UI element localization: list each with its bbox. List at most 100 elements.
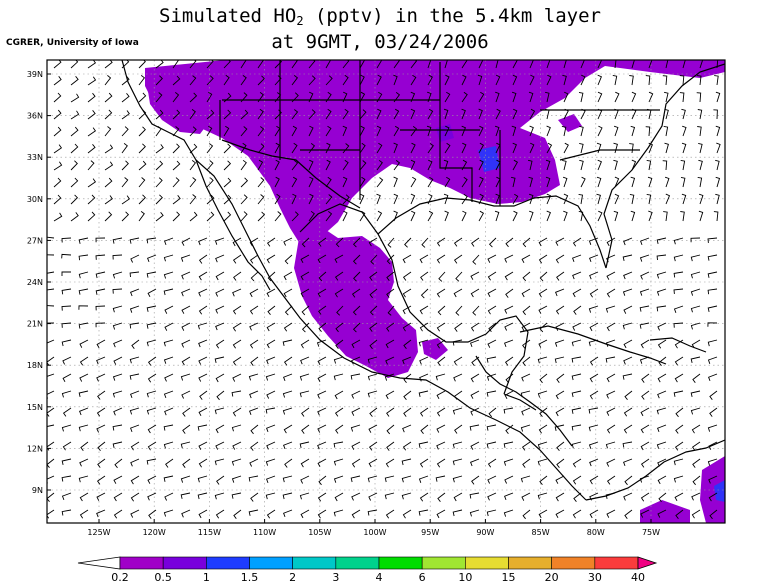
wind-barb <box>121 110 130 120</box>
wind-barb <box>427 91 432 103</box>
wind-barb <box>317 356 327 366</box>
wind-barb <box>240 177 249 188</box>
wind-barb <box>555 305 565 315</box>
wind-barb <box>623 492 633 501</box>
wind-barb <box>520 390 531 398</box>
wind-barb <box>715 176 721 188</box>
wind-barb <box>62 373 72 383</box>
wind-barb <box>53 76 62 86</box>
wind-barb <box>537 492 548 500</box>
wind-barb <box>291 125 298 137</box>
wind-barb <box>436 237 446 247</box>
wind-barb <box>257 194 265 205</box>
lat-tick-label: 18N <box>27 361 43 370</box>
wind-barb <box>444 210 449 222</box>
wind-barb <box>589 458 599 467</box>
wind-barb <box>461 74 467 86</box>
wind-barb <box>520 475 531 483</box>
wind-barb <box>538 254 548 264</box>
wind-barb <box>291 211 299 222</box>
wind-barb <box>656 407 667 415</box>
wind-barb <box>130 458 140 467</box>
wind-barb <box>452 458 463 466</box>
wind-barb <box>351 390 361 399</box>
wind-barb <box>87 60 97 69</box>
wind-barb <box>266 441 276 450</box>
wind-barb <box>571 424 582 431</box>
wind-barb <box>121 211 130 222</box>
wind-barb <box>240 142 247 154</box>
wind-barb <box>249 458 259 467</box>
wind-barb <box>215 322 225 331</box>
wind-barb <box>104 144 114 154</box>
wind-barb <box>486 441 497 449</box>
wind-barb <box>692 475 701 486</box>
wind-barb <box>520 424 531 432</box>
wind-barb <box>537 390 548 398</box>
wind-barb <box>96 424 106 433</box>
wind-barb <box>87 194 96 205</box>
wind-barb <box>623 339 633 349</box>
wind-barb <box>283 288 293 298</box>
wind-barb <box>359 193 365 205</box>
wind-barb <box>707 271 718 278</box>
wind-barb <box>648 142 653 154</box>
wind-barb <box>521 492 531 501</box>
wind-barb <box>461 159 468 171</box>
wind-barb <box>529 125 534 137</box>
wind-barb <box>596 193 601 205</box>
wind-barb <box>510 176 516 188</box>
lat-tick-label: 33N <box>27 153 43 162</box>
wind-barb <box>335 339 344 349</box>
wind-barb <box>555 509 565 519</box>
wind-barb <box>504 356 514 366</box>
wind-barb <box>715 91 721 103</box>
wind-barb <box>359 91 366 103</box>
wind-barb <box>470 373 480 383</box>
wind-barb <box>646 193 652 205</box>
wind-barb <box>47 407 55 417</box>
wind-barb <box>452 407 463 415</box>
wind-barb <box>455 305 463 316</box>
lon-tick-label: 100W <box>363 528 386 537</box>
wind-barb <box>622 322 633 330</box>
wind-barb <box>679 92 685 103</box>
wind-barb <box>707 322 718 327</box>
wind-barb <box>680 159 686 171</box>
wind-barb <box>189 160 197 171</box>
wind-barb <box>79 373 89 382</box>
wind-barb <box>478 159 484 171</box>
wind-barb <box>418 509 429 516</box>
colorbar-segment <box>162 556 207 570</box>
colorbar-label: 10 <box>458 571 472 584</box>
wind-barb <box>189 109 196 120</box>
wind-barb <box>410 142 416 154</box>
wind-barb <box>606 458 616 467</box>
wind-barb <box>47 441 55 451</box>
wind-barb <box>95 254 106 260</box>
wind-barb <box>680 211 685 222</box>
wind-barb <box>478 142 485 154</box>
wind-barb <box>699 60 704 69</box>
wind-barb <box>155 109 164 120</box>
wind-barb <box>308 125 314 137</box>
wind-barb <box>198 509 208 519</box>
wind-barb <box>605 492 616 500</box>
wind-barb <box>522 237 531 248</box>
lon-tick-label: 80W <box>587 528 605 537</box>
wind-barb <box>698 142 703 154</box>
wind-barb <box>104 161 114 171</box>
wind-barb <box>113 339 123 348</box>
wind-barb <box>665 60 669 69</box>
wind-barb <box>61 339 72 347</box>
wind-barb <box>418 390 429 398</box>
wind-barb <box>512 142 517 154</box>
wind-barb <box>291 193 297 205</box>
wind-barb <box>350 373 361 380</box>
wind-barb <box>233 509 242 519</box>
wind-barb <box>350 424 361 432</box>
wind-barb <box>301 407 310 417</box>
wind-barb <box>198 373 208 382</box>
wind-barb <box>61 458 72 466</box>
wind-barb <box>214 458 225 466</box>
